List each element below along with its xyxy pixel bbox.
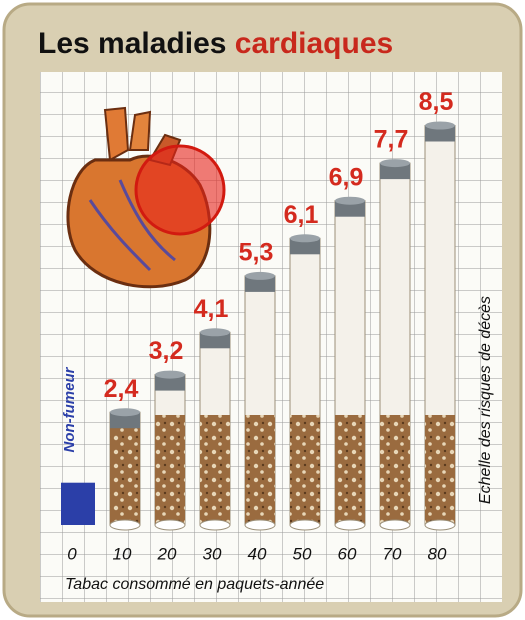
x-tick-label: 10 [113,544,132,563]
x-tick-label: 50 [293,544,312,563]
bar-end [290,520,320,530]
bar-ash-top [425,122,455,130]
bar-tobacco [290,415,320,525]
bar-ash-top [110,408,140,416]
bar-ash-top [380,159,410,167]
title-main: Les maladies [38,27,226,60]
chart: Les maladies cardiaques Non-fumeur Echel… [0,0,525,620]
bar-tobacco [245,415,275,525]
value-label: 3,2 [149,337,184,365]
value-label: 5,3 [239,239,274,267]
bar-tobacco [155,415,185,525]
bar-tobacco [425,415,455,525]
value-label: 7,7 [374,126,409,154]
value-label: 6,1 [284,201,319,229]
reference-bar [61,483,95,525]
bar-end [245,520,275,530]
x-axis-label: Tabac consommé en paquets-année [65,576,324,593]
y-axis-label: Echelle des risques de décès [477,296,494,504]
bar-ash-top [290,234,320,242]
x-tick-label: 80 [428,544,447,563]
value-label: 4,1 [194,295,229,323]
page: {"chart_data": {"type": "bar", "title": … [0,0,525,620]
value-label: 2,4 [104,375,139,403]
bar-end [380,520,410,530]
x-tick-label: 70 [383,544,402,563]
bar-ash-top [335,197,365,205]
x-tick-label: 0 [67,544,77,563]
x-tick-label: 40 [248,544,267,563]
value-label: 8,5 [419,88,454,116]
bar-end [110,520,140,530]
bar-tobacco [200,415,230,525]
chart-title: Les maladies cardiaques [38,27,393,60]
bar-ash-top [155,371,185,379]
bar-tobacco [380,415,410,525]
bar-end [200,520,230,530]
title-highlight: cardiaques [235,27,393,60]
reference-label: Non-fumeur [61,366,78,452]
bar-ash-top [245,272,275,280]
bar-end [425,520,455,530]
x-tick-label: 60 [338,544,357,563]
x-tick-label: 20 [157,544,177,563]
x-tick-label: 30 [203,544,222,563]
bar-ash-top [200,328,230,336]
bar-end [335,520,365,530]
bar-tobacco [110,422,140,525]
value-label: 6,9 [329,163,364,191]
bar-tobacco [335,415,365,525]
bar-end [155,520,185,530]
